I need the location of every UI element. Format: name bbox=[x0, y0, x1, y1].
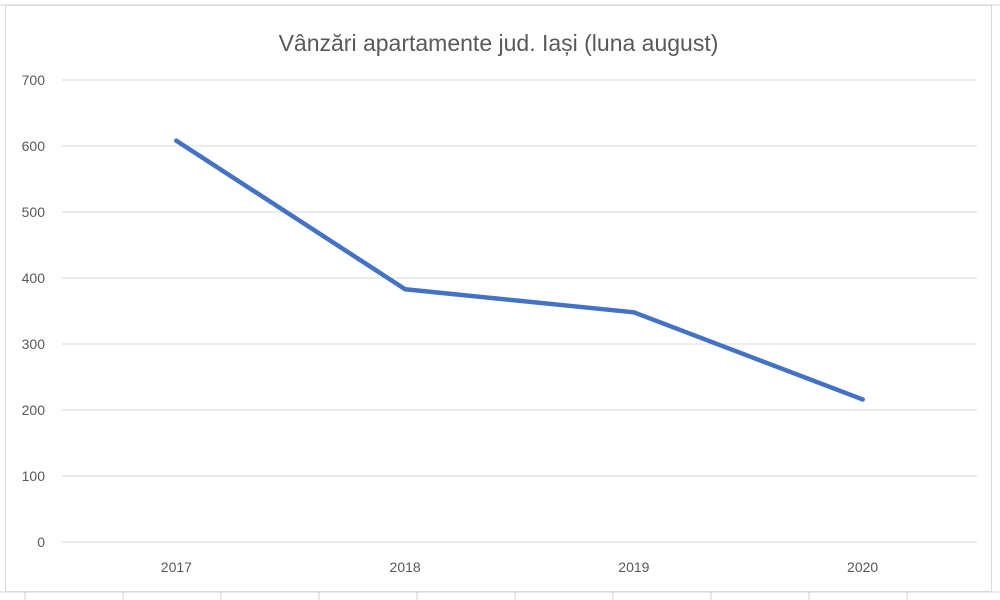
x-tick-label: 2019 bbox=[618, 559, 649, 575]
y-tick-label: 200 bbox=[22, 402, 46, 418]
y-tick-label: 700 bbox=[22, 72, 46, 88]
y-tick-label: 300 bbox=[22, 336, 46, 352]
data-point bbox=[860, 397, 865, 402]
y-tick-label: 400 bbox=[22, 270, 46, 286]
x-tick-label: 2018 bbox=[390, 559, 421, 575]
y-tick-label: 500 bbox=[22, 204, 46, 220]
chart-title: Vânzări apartamente jud. Iași (luna augu… bbox=[278, 30, 719, 56]
y-tick-label: 600 bbox=[22, 138, 46, 154]
y-tick-label: 100 bbox=[22, 468, 46, 484]
data-point bbox=[174, 138, 179, 143]
x-tick-label: 2017 bbox=[161, 559, 192, 575]
x-tick-label: 2020 bbox=[847, 559, 878, 575]
data-point bbox=[631, 310, 637, 315]
y-tick-label: 0 bbox=[37, 534, 45, 550]
data-point bbox=[402, 287, 408, 292]
series-line bbox=[174, 138, 865, 402]
